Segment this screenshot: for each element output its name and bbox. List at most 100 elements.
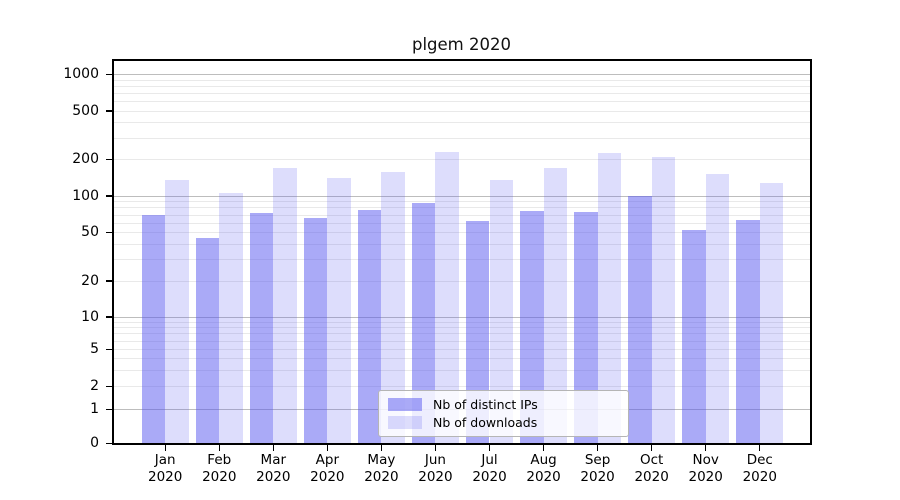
x-tick-label-Jul: Jul 2020 bbox=[462, 452, 518, 486]
legend-label: Nb of distinct IPs bbox=[433, 397, 538, 412]
x-tick-month: Mar bbox=[260, 452, 287, 468]
x-tick-year: 2020 bbox=[688, 469, 723, 485]
y-tick-label-200: 200 bbox=[72, 151, 99, 167]
x-tick-year: 2020 bbox=[202, 469, 237, 485]
bar-ips-Jun bbox=[411, 203, 436, 444]
gridline-minor-20 bbox=[114, 280, 810, 282]
bar-ips-May bbox=[357, 209, 382, 444]
x-tick-label-Jun: Jun 2020 bbox=[407, 452, 463, 486]
gridline-minor-200 bbox=[114, 159, 810, 160]
x-tick-year: 2020 bbox=[310, 469, 345, 485]
gridline-minor-300 bbox=[114, 137, 810, 139]
bar-downloads-Oct bbox=[651, 156, 676, 444]
x-tick-mark-Oct bbox=[650, 444, 653, 451]
bar-downloads-Feb bbox=[219, 193, 243, 444]
y-tick-label-20: 20 bbox=[81, 272, 99, 289]
x-tick-month: Jan bbox=[154, 452, 176, 468]
y-tick-mark-500 bbox=[105, 110, 113, 112]
x-tick-year: 2020 bbox=[580, 469, 615, 485]
x-tick-year: 2020 bbox=[148, 469, 183, 485]
x-tick-mark-Apr bbox=[326, 444, 329, 451]
x-tick-label-Dec: Dec 2020 bbox=[732, 452, 788, 486]
bar-ips-Jan bbox=[141, 214, 166, 444]
x-tick-month: Sep bbox=[584, 452, 611, 468]
x-tick-mark-Mar bbox=[272, 444, 274, 451]
y-tick-mark-100 bbox=[105, 195, 113, 197]
x-tick-month: Dec bbox=[746, 452, 773, 468]
x-tick-month: Feb bbox=[207, 452, 232, 468]
gridline-minor-2 bbox=[114, 386, 810, 388]
bar-downloads-Jul bbox=[489, 179, 514, 444]
legend-item-distinct-ips: Nb of distinct IPs bbox=[388, 397, 619, 412]
gridline-minor-90 bbox=[114, 201, 810, 203]
x-tick-month: Jul bbox=[481, 452, 498, 468]
bar-ips-Jul bbox=[465, 220, 490, 444]
x-tick-month: Oct bbox=[639, 452, 664, 468]
x-tick-year: 2020 bbox=[364, 469, 399, 485]
legend-item-downloads: Nb of downloads bbox=[388, 415, 619, 430]
gridline-minor-80 bbox=[114, 207, 810, 209]
gridline-minor-40 bbox=[114, 244, 810, 246]
y-tick-label-5: 5 bbox=[90, 341, 99, 357]
x-tick-mark-Dec bbox=[759, 444, 761, 451]
axis-spine-left bbox=[112, 59, 114, 445]
x-tick-label-Oct: Oct 2020 bbox=[624, 452, 680, 486]
bar-ips-Nov bbox=[682, 230, 706, 444]
bar-ips-Oct bbox=[628, 195, 652, 444]
gridline-minor-900 bbox=[114, 79, 810, 81]
chart-title: plgem 2020 bbox=[412, 35, 511, 54]
x-tick-year: 2020 bbox=[526, 469, 561, 485]
y-tick-label-100: 100 bbox=[72, 187, 99, 204]
legend-swatch-downloads-icon bbox=[388, 416, 422, 429]
gridline-minor-70 bbox=[114, 214, 810, 216]
gridline-minor-30 bbox=[114, 259, 810, 261]
bar-downloads-Dec bbox=[759, 183, 784, 444]
bar-downloads-Sep bbox=[597, 153, 622, 444]
x-tick-mark-May bbox=[380, 444, 383, 451]
y-tick-label-2: 2 bbox=[90, 378, 99, 395]
x-tick-label-Mar: Mar 2020 bbox=[245, 452, 301, 486]
x-tick-year: 2020 bbox=[472, 469, 507, 485]
bar-ips-Dec bbox=[736, 220, 760, 444]
bar-downloads-Apr bbox=[327, 177, 351, 444]
x-tick-year: 2020 bbox=[634, 469, 669, 485]
x-tick-month: May bbox=[367, 452, 396, 468]
y-tick-mark-1000 bbox=[105, 73, 113, 75]
bar-downloads-Jun bbox=[435, 152, 460, 444]
y-tick-mark-0 bbox=[105, 442, 113, 445]
x-tick-month: Nov bbox=[692, 452, 719, 468]
x-tick-mark-Jun bbox=[434, 444, 437, 451]
x-tick-label-May: May 2020 bbox=[353, 452, 409, 486]
gridline-minor-5 bbox=[114, 349, 810, 350]
bar-ips-Feb bbox=[195, 237, 220, 444]
bar-downloads-Nov bbox=[705, 174, 730, 444]
gridline-major-1000 bbox=[114, 74, 810, 76]
x-tick-mark-Feb bbox=[218, 444, 220, 451]
axis-spine-bottom bbox=[112, 443, 812, 445]
y-tick-mark-20 bbox=[105, 280, 113, 282]
x-tick-month: Aug bbox=[530, 452, 557, 468]
x-tick-mark-Nov bbox=[705, 444, 707, 451]
x-tick-mark-Jul bbox=[488, 444, 491, 451]
x-tick-label-Nov: Nov 2020 bbox=[678, 452, 734, 486]
x-tick-year: 2020 bbox=[742, 469, 777, 485]
legend-swatch-ips-icon bbox=[388, 398, 422, 411]
y-tick-label-1: 1 bbox=[90, 401, 99, 417]
x-tick-label-Apr: Apr 2020 bbox=[299, 452, 355, 486]
gridline-minor-4 bbox=[114, 358, 810, 360]
gridline-minor-400 bbox=[114, 122, 810, 124]
y-tick-label-10: 10 bbox=[81, 308, 99, 325]
gridline-minor-3 bbox=[114, 369, 810, 371]
y-tick-label-0: 0 bbox=[90, 435, 99, 452]
y-tick-mark-200 bbox=[105, 158, 113, 160]
gridline-minor-8 bbox=[114, 327, 810, 329]
gridline-minor-800 bbox=[114, 85, 810, 87]
x-tick-label-Aug: Aug 2020 bbox=[516, 452, 572, 486]
x-tick-mark-Jan bbox=[164, 444, 166, 451]
bar-downloads-Aug bbox=[543, 167, 568, 444]
legend-label: Nb of downloads bbox=[433, 415, 538, 430]
gridline-minor-500 bbox=[114, 110, 810, 112]
bar-downloads-Jan bbox=[165, 179, 189, 444]
gridline-minor-700 bbox=[114, 92, 810, 94]
